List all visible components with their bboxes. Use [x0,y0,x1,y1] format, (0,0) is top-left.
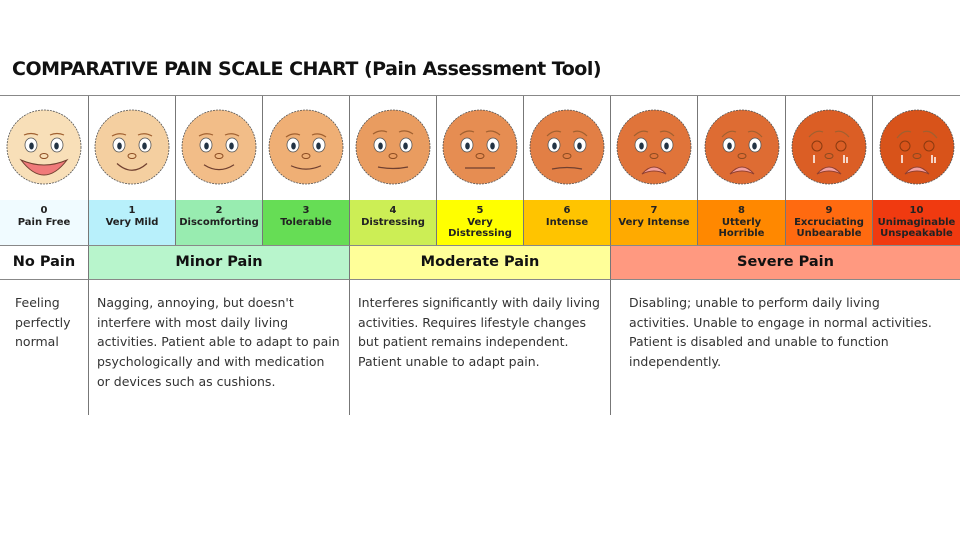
level-number: 6 [563,205,571,216]
level-number: 10 [909,205,924,216]
level-label-3: 3 Tolerable [262,200,349,245]
category-header: Minor Pain [88,245,349,280]
level-number: 9 [825,205,833,216]
face-cell-9 [785,96,872,200]
level-label-4: 4 Distressing [349,200,436,245]
face-cell-1 [88,96,175,200]
level-label-10: 10 Unimaginable Unspeakable [872,200,960,245]
face-icon [94,109,170,185]
category-description: Interferes significantly with daily livi… [349,280,610,415]
face-icon [6,109,82,185]
level-text: Pain Free [17,216,71,228]
face-icon [529,109,605,185]
divider [0,95,960,96]
level-number: 7 [650,205,658,216]
level-label-9: 9 Excruciating Unbearable [785,200,872,245]
face-icon [616,109,692,185]
level-text: Distressing [361,216,425,228]
face-cell-8 [697,96,785,200]
level-number: 0 [40,205,48,216]
level-label-8: 8 Utterly Horrible [697,200,785,245]
face-cell-6 [523,96,610,200]
level-text: Very Mild [105,216,159,228]
face-cell-2 [175,96,262,200]
category-description: Disabling; unable to perform daily livin… [610,280,960,415]
category-header: Severe Pain [610,245,960,280]
face-icon [704,109,779,185]
level-text: Utterly Horrible [718,216,765,240]
level-number: 1 [128,205,136,216]
level-label-2: 2 Discomforting [175,200,262,245]
category-header: Moderate Pain [349,245,610,280]
level-text: Tolerable [280,216,332,228]
face-cell-5 [436,96,523,200]
face-cell-4 [349,96,436,200]
level-label-6: 6 Intense [523,200,610,245]
category-description: Feeling perfectly normal [15,295,71,350]
face-icon [442,109,518,185]
face-cell-0 [0,96,88,200]
level-number: 4 [389,205,397,216]
level-text: Excruciating Unbearable [794,216,864,240]
page-title: COMPARATIVE PAIN SCALE CHART (Pain Asses… [12,58,602,80]
level-number: 3 [302,205,310,216]
face-icon [268,109,344,185]
face-icon [355,109,431,185]
face-cell-3 [262,96,349,200]
face-icon [879,109,954,185]
level-label-7: 7 Very Intense [610,200,697,245]
level-number: 8 [738,205,745,216]
level-label-1: 1 Very Mild [88,200,175,245]
category-header: No Pain [0,245,88,280]
level-text: Very Intense [618,216,690,228]
level-label-5: 5 Very Distressing [436,200,523,245]
category-description: Nagging, annoying, but doesn't interfere… [88,280,349,415]
level-label-0: 0 Pain Free [0,200,88,245]
level-number: 2 [215,205,223,216]
level-text: Discomforting [179,216,259,228]
level-text: Intense [545,216,589,228]
level-number: 5 [476,205,484,216]
face-cell-7 [610,96,697,200]
face-cell-10 [872,96,960,200]
face-icon [791,109,867,185]
face-icon [181,109,257,185]
level-text: Unimaginable Unspeakable [877,216,956,240]
level-text: Very Distressing [448,216,512,240]
